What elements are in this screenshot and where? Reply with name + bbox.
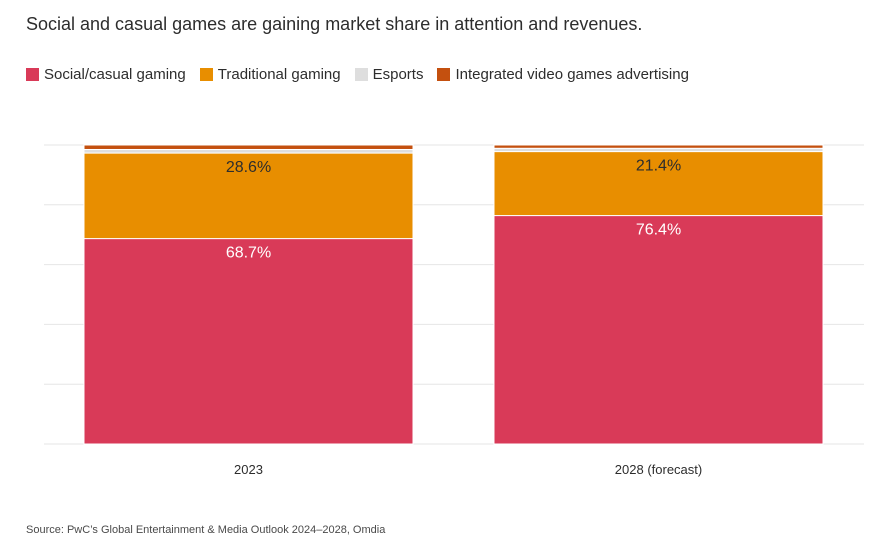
data-label-traditional-1: 21.4%: [636, 158, 681, 175]
bar-segment-traditional-0: [83, 152, 414, 240]
bar-segment-advertising-1: [493, 144, 824, 149]
x-tick-label-1: 2028 (forecast): [615, 462, 702, 477]
bar-segment-social-casual-1: [493, 215, 824, 445]
data-label-social-casual-0: 68.7%: [226, 245, 271, 262]
data-label-social-casual-1: 76.4%: [636, 222, 681, 239]
bars: [83, 144, 824, 445]
legend-swatch-esports: [354, 68, 368, 81]
legend-swatch-advertising: [437, 68, 451, 81]
x-tick-label-0: 2023: [234, 462, 263, 477]
bar-segment-esports-0: [83, 148, 414, 154]
legend-label-traditional: Traditional gaming: [217, 66, 341, 83]
legend-item-advertising: Integrated video games advertising: [437, 66, 689, 83]
legend-label-advertising: Integrated video games advertising: [455, 66, 689, 83]
x-axis-labels: 2023 2028 (forecast): [234, 462, 702, 477]
legend-item-social-casual: Social/casual gaming: [26, 66, 186, 83]
legend-swatch-traditional: [199, 68, 213, 81]
data-labels: 68.7% 28.6% 76.4% 21.4%: [226, 158, 681, 262]
chart-legend: Social/casual gaming Traditional gaming …: [26, 66, 703, 83]
bar-segment-advertising-0: [83, 144, 414, 150]
data-label-traditional-0: 28.6%: [226, 159, 271, 176]
legend-swatch-social-casual: [26, 68, 39, 81]
bar-segment-traditional-1: [493, 151, 824, 217]
stacked-bar-chart: 68.7% 28.6% 76.4% 21.4% 2023 2028 (forecast): [44, 144, 864, 477]
legend-label-esports: Esports: [372, 66, 424, 83]
source-note: Source: PwC’s Global Entertainment & Med…: [26, 524, 386, 536]
legend-item-traditional: Traditional gaming: [199, 66, 341, 83]
legend-item-esports: Esports: [354, 66, 424, 83]
bar-segment-social-casual-0: [83, 238, 414, 445]
legend-label-social-casual: Social/casual gaming: [44, 66, 186, 83]
chart-title: Social and casual games are gaining mark…: [26, 14, 643, 34]
